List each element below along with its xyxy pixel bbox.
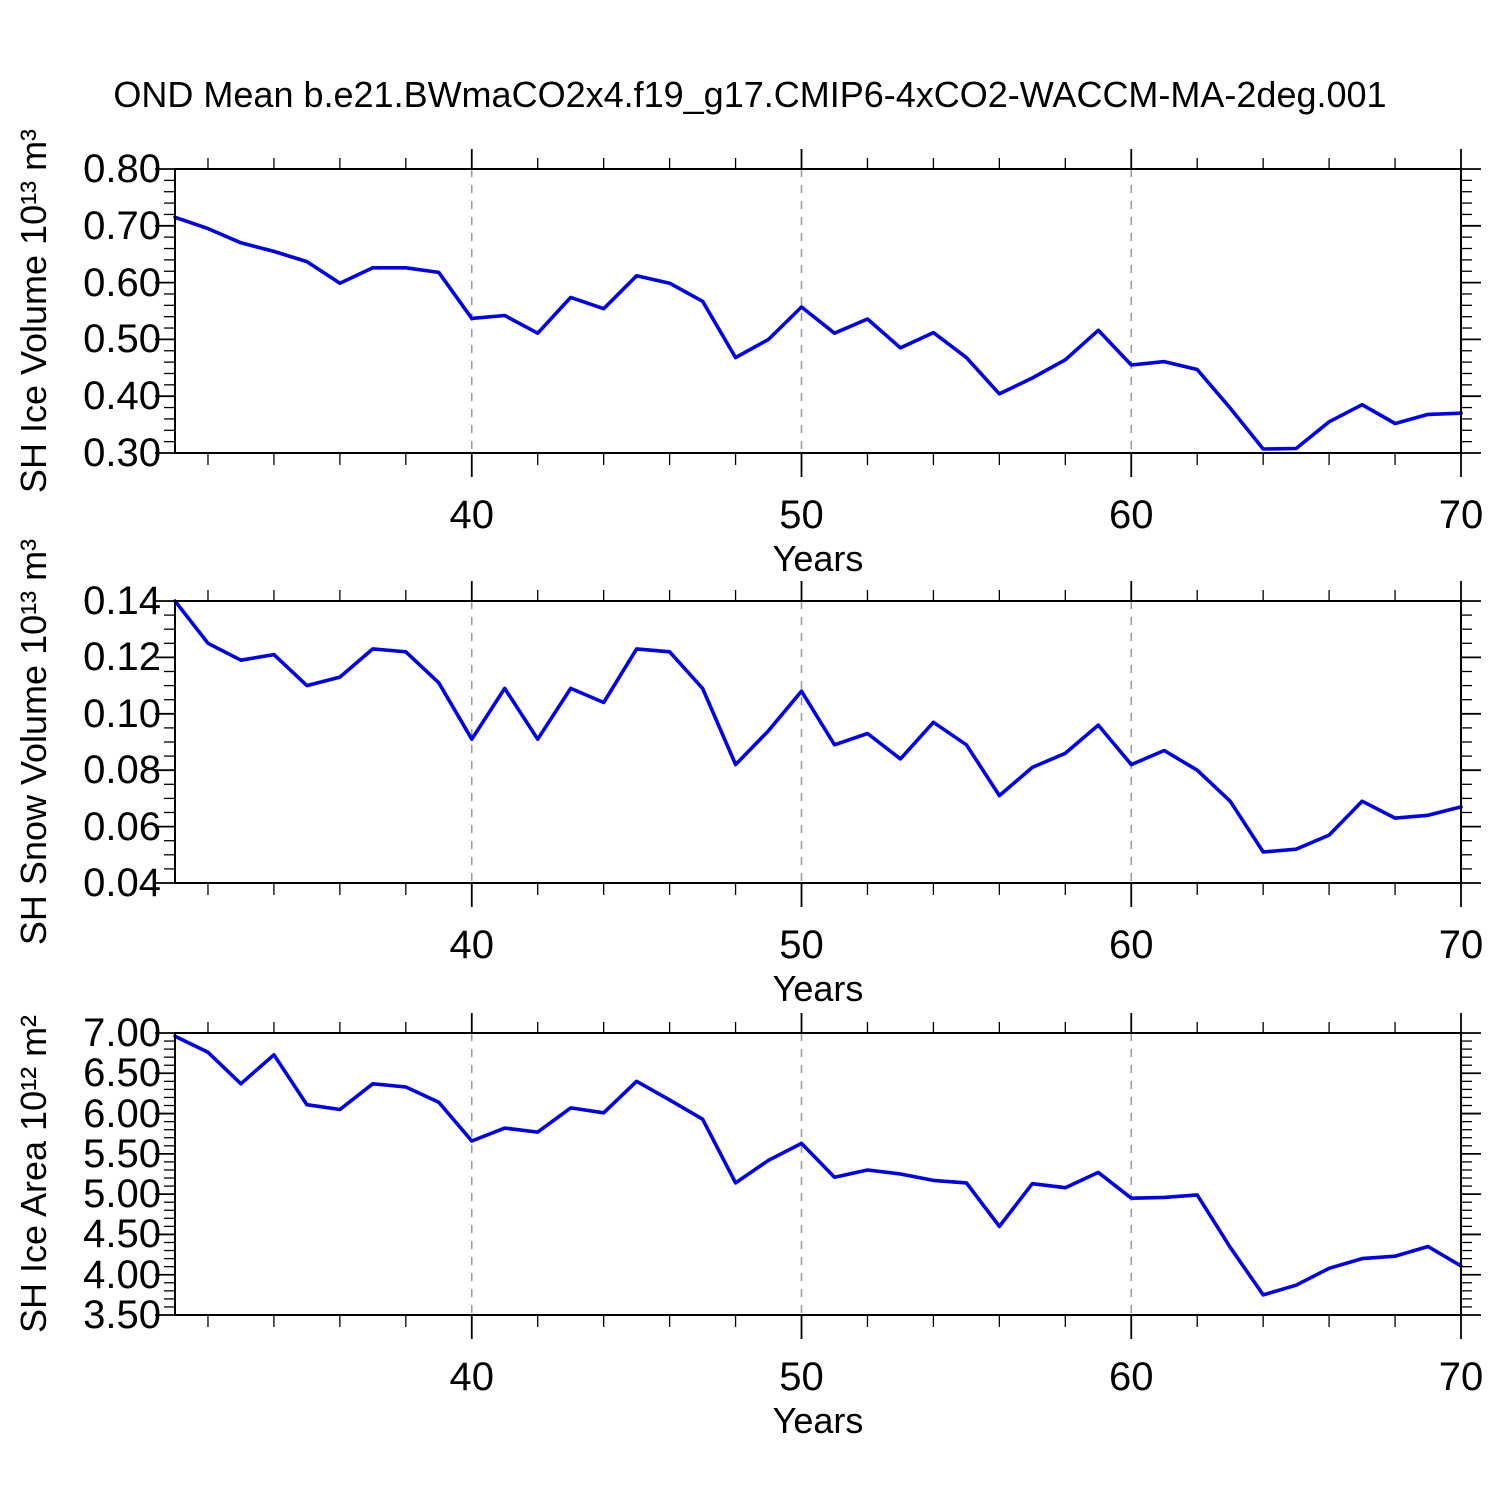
y-tick-label: 0.08 — [83, 748, 161, 793]
data-line — [173, 1034, 1463, 1297]
x-tick-label: 50 — [779, 923, 824, 967]
y-tick-label: 0.40 — [83, 374, 161, 419]
x-axis-title: Years — [772, 538, 864, 579]
y-tick-label: 5.50 — [83, 1131, 161, 1176]
y-axis-title: SH Ice Area 10¹² m² — [13, 1014, 54, 1334]
y-tick-label: 0.12 — [83, 635, 161, 680]
y-tick-label: 0.14 — [83, 579, 161, 623]
x-tick-label: 50 — [779, 1355, 824, 1399]
x-tick-label: 60 — [1109, 923, 1154, 967]
x-tick-label: 40 — [449, 1355, 495, 1399]
y-tick-label: 3.50 — [83, 1293, 161, 1337]
y-tick-label: 0.70 — [83, 203, 161, 248]
y-tick-label: 7.00 — [83, 1011, 161, 1055]
x-tick-label: 60 — [1109, 1355, 1154, 1399]
x-axis-title: Years — [772, 968, 864, 1009]
x-tick-label: 40 — [449, 923, 495, 967]
y-tick-label: 0.30 — [83, 431, 161, 475]
y-tick-label: 6.00 — [83, 1091, 161, 1136]
plot-frame — [174, 168, 1462, 454]
y-tick-label: 0.80 — [83, 147, 161, 191]
y-tick-label: 6.50 — [83, 1051, 161, 1096]
data-line — [173, 215, 1463, 451]
x-tick-label: 70 — [1438, 493, 1484, 537]
x-tick-label: 70 — [1438, 1355, 1484, 1399]
y-tick-label: 0.60 — [83, 260, 161, 305]
x-tick-label: 40 — [449, 493, 495, 537]
y-tick-label: 0.06 — [83, 804, 161, 849]
y-tick-label: 4.50 — [83, 1212, 161, 1257]
y-tick-label: 5.00 — [83, 1172, 161, 1217]
y-tick-label: 0.04 — [83, 861, 161, 905]
y-tick-label: 0.50 — [83, 317, 161, 362]
y-tick-label: 4.00 — [83, 1252, 161, 1297]
x-tick-label: 70 — [1438, 923, 1484, 967]
x-tick-label: 50 — [779, 493, 824, 537]
plot-frame — [174, 600, 1462, 884]
data-line — [173, 599, 1463, 854]
x-axis-title: Years — [772, 1400, 864, 1441]
x-tick-label: 60 — [1109, 493, 1154, 537]
plot-frame — [174, 1032, 1462, 1316]
y-tick-label: 0.10 — [83, 691, 161, 736]
figure-title: OND Mean b.e21.BWmaCO2x4.f19_g17.CMIP6-4… — [113, 74, 1387, 115]
